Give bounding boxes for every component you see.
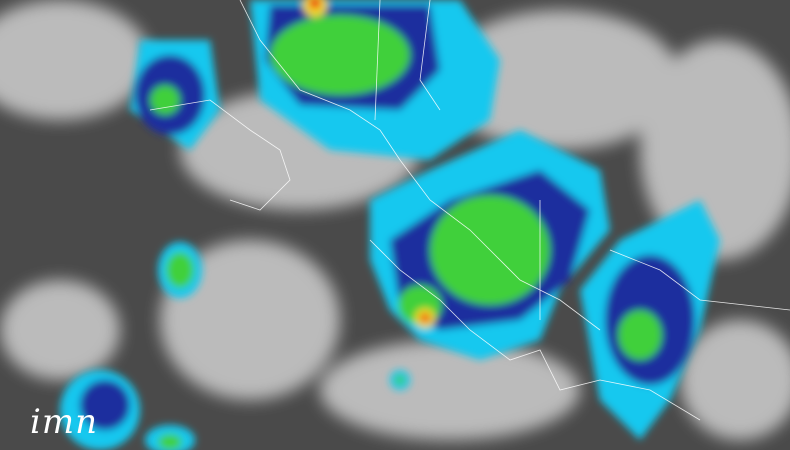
- country-borders: [149, 0, 790, 421]
- imn-logo: imn: [30, 402, 99, 442]
- cloud-cover: [0, 0, 790, 440]
